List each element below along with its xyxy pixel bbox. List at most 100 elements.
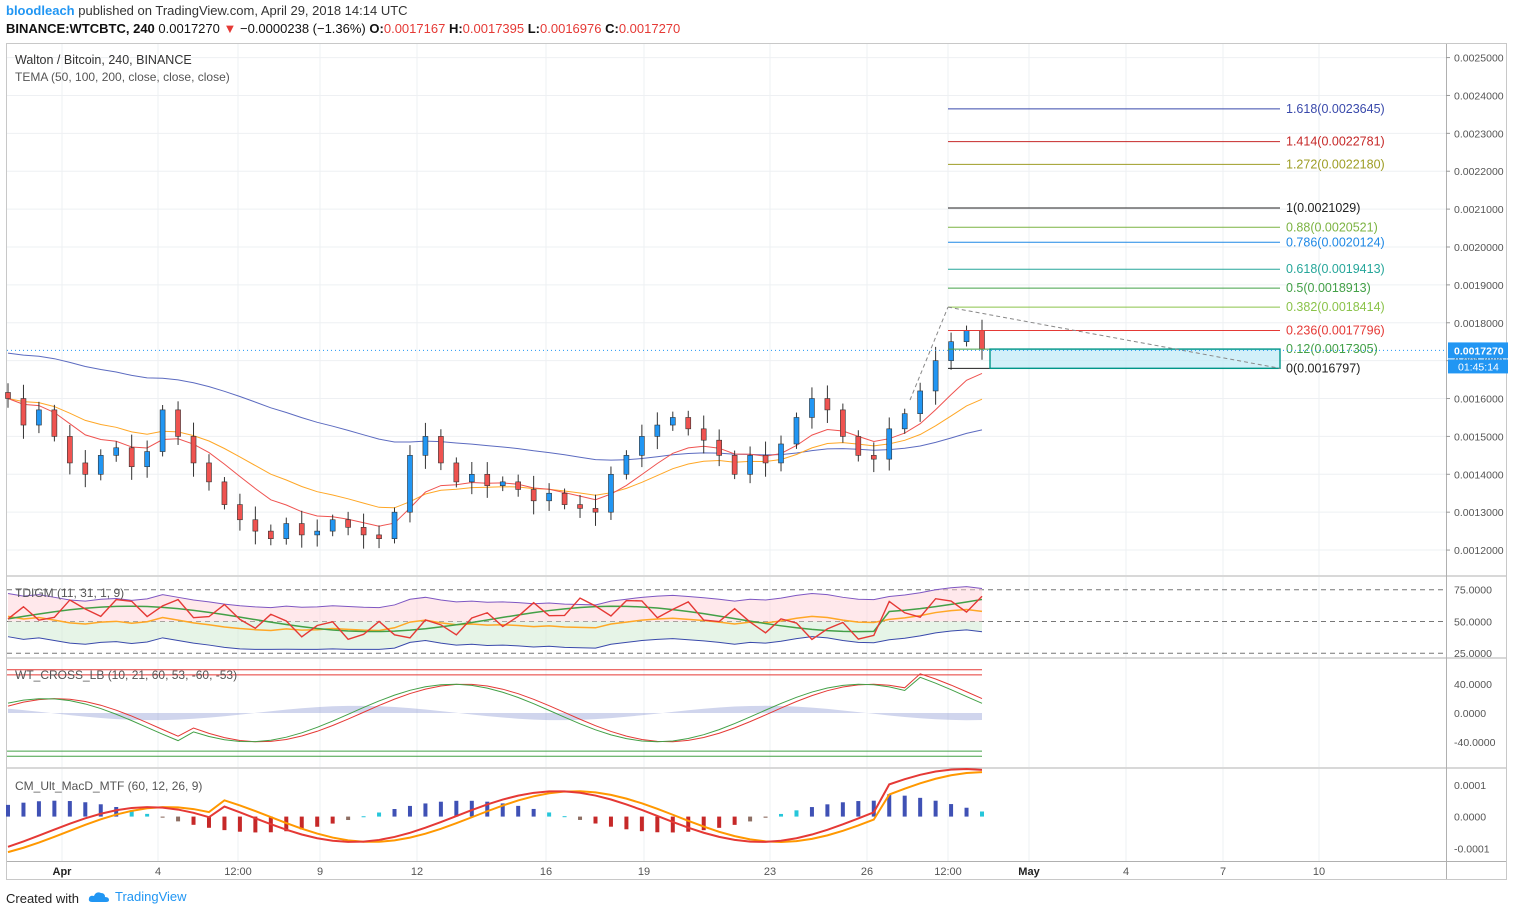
candle-body: [840, 409, 846, 437]
tdi-tick-label: 75.0000: [1454, 585, 1492, 597]
candle: [67, 424, 73, 475]
time-tick: 4: [1123, 44, 1129, 878]
time-tick: May: [1018, 44, 1041, 878]
candle-body: [669, 417, 676, 426]
fib-level: 0.236(0.0017796): [948, 323, 1385, 337]
x-tick-label: 12: [411, 866, 423, 878]
x-tick-label: 9: [317, 866, 323, 878]
candle-body: [824, 398, 831, 411]
macd-histogram-bar: [6, 804, 10, 817]
candle-body: [159, 409, 166, 452]
macd-signal-line: [7, 771, 983, 854]
candle: [855, 430, 862, 462]
candle-body: [190, 436, 197, 464]
time-tick: 19: [638, 44, 650, 878]
candle-body: [515, 481, 521, 490]
x-tick-label: 19: [638, 866, 650, 878]
macd-histogram-bar: [871, 800, 876, 817]
candle-body: [314, 530, 321, 536]
candle: [144, 440, 150, 478]
macd-histogram-bar: [763, 816, 768, 818]
fib-level: 1.272(0.0022180): [948, 157, 1385, 171]
candle: [453, 457, 460, 488]
macd-histogram-bar: [578, 816, 583, 820]
candle: [870, 442, 877, 473]
footer: Created with TradingView: [0, 885, 1514, 917]
candle-body: [979, 330, 985, 350]
candle-body: [97, 455, 104, 475]
candle-body: [963, 330, 970, 343]
fib-label: 1.414(0.0022781): [1286, 135, 1385, 149]
y-tick-label: 0.0024000: [1454, 90, 1504, 102]
low-value: 0.0016976: [540, 21, 602, 36]
candle-body: [654, 424, 661, 437]
candle-body: [438, 436, 444, 464]
time-tick: 4: [155, 44, 161, 878]
macd-histogram-bar: [176, 816, 181, 822]
x-tick-label: May: [1018, 866, 1040, 878]
candle-body: [917, 390, 923, 414]
created-with-text: Created with: [6, 891, 79, 906]
macd-histogram-bar: [485, 801, 490, 817]
cloud-icon: [88, 891, 109, 902]
macd-histogram-bar: [624, 816, 629, 830]
close-label: C:: [605, 21, 619, 36]
tdi-tick-label: 50.0000: [1454, 616, 1492, 628]
candle: [809, 387, 815, 429]
candle-body: [592, 508, 599, 513]
candle-body: [67, 436, 73, 464]
x-tick-label: 23: [764, 866, 776, 878]
y-tick-label: 0.0021000: [1454, 204, 1504, 216]
macd-tick-label: 0.0001: [1454, 780, 1486, 792]
macd-pane-title: CM_Ult_MacD_MTF (60, 12, 26, 9): [15, 779, 202, 793]
macd-histogram-bar: [361, 816, 366, 818]
wt-main-line: [7, 676, 983, 743]
candle-body: [484, 473, 491, 486]
macd-histogram-bar: [608, 816, 613, 827]
candle-body: [128, 447, 135, 468]
candle: [20, 384, 27, 439]
fib-level: 0.382(0.0018414): [948, 300, 1385, 314]
candle-body: [453, 462, 460, 483]
tradingview-logo[interactable]: TradingView: [88, 889, 187, 904]
tdi-tick-label: 25.0000: [1454, 648, 1492, 660]
macd-histogram-bar: [469, 800, 474, 817]
wt-pane-title: WT_CROSS_LB (10, 21, 60, 53, -60, -53): [15, 668, 237, 682]
macd-histogram-bar: [206, 816, 211, 828]
candle: [206, 454, 212, 491]
candle: [221, 477, 228, 510]
tdi-lower-fill: [8, 621, 982, 650]
candle: [577, 495, 583, 518]
candle: [36, 401, 42, 434]
macd-histogram-bar: [732, 816, 737, 825]
author-link[interactable]: bloodleach: [6, 3, 75, 18]
candle: [360, 513, 367, 549]
candle: [283, 517, 290, 545]
candle-body: [407, 455, 413, 513]
brand-label: TradingView: [115, 889, 187, 904]
candle-body: [716, 439, 722, 456]
y-tick-label: 0.0012000: [1454, 545, 1504, 557]
candle-body: [793, 417, 800, 445]
macd-tick-label: 0.0000: [1454, 812, 1486, 824]
candle: [329, 514, 336, 537]
open-value: 0.0017167: [383, 21, 446, 36]
candle: [499, 476, 506, 492]
countdown-badge: [1448, 359, 1508, 374]
candle-body: [608, 473, 614, 513]
candle-body: [82, 462, 89, 475]
candle: [747, 446, 753, 484]
candle: [252, 506, 259, 545]
x-tick-label: 12:00: [224, 866, 252, 878]
macd-histogram-bar: [856, 801, 861, 817]
chart-area[interactable]: Apr 4 12:00 9 12 16 19 23 26 12:00 May 4 7 10 0.001200…: [0, 0, 1514, 885]
macd-histogram-bar: [840, 802, 845, 817]
candle-body: [577, 504, 583, 509]
header-bar: bloodleach published on TradingView.com,…: [0, 0, 1514, 42]
y-tick-label: 0.0019000: [1454, 280, 1504, 292]
candle-body: [499, 481, 506, 486]
candle: [608, 466, 614, 520]
fib-label: 1.272(0.0022180): [1286, 157, 1385, 171]
candle-body: [206, 462, 212, 483]
candle-body: [809, 398, 815, 418]
